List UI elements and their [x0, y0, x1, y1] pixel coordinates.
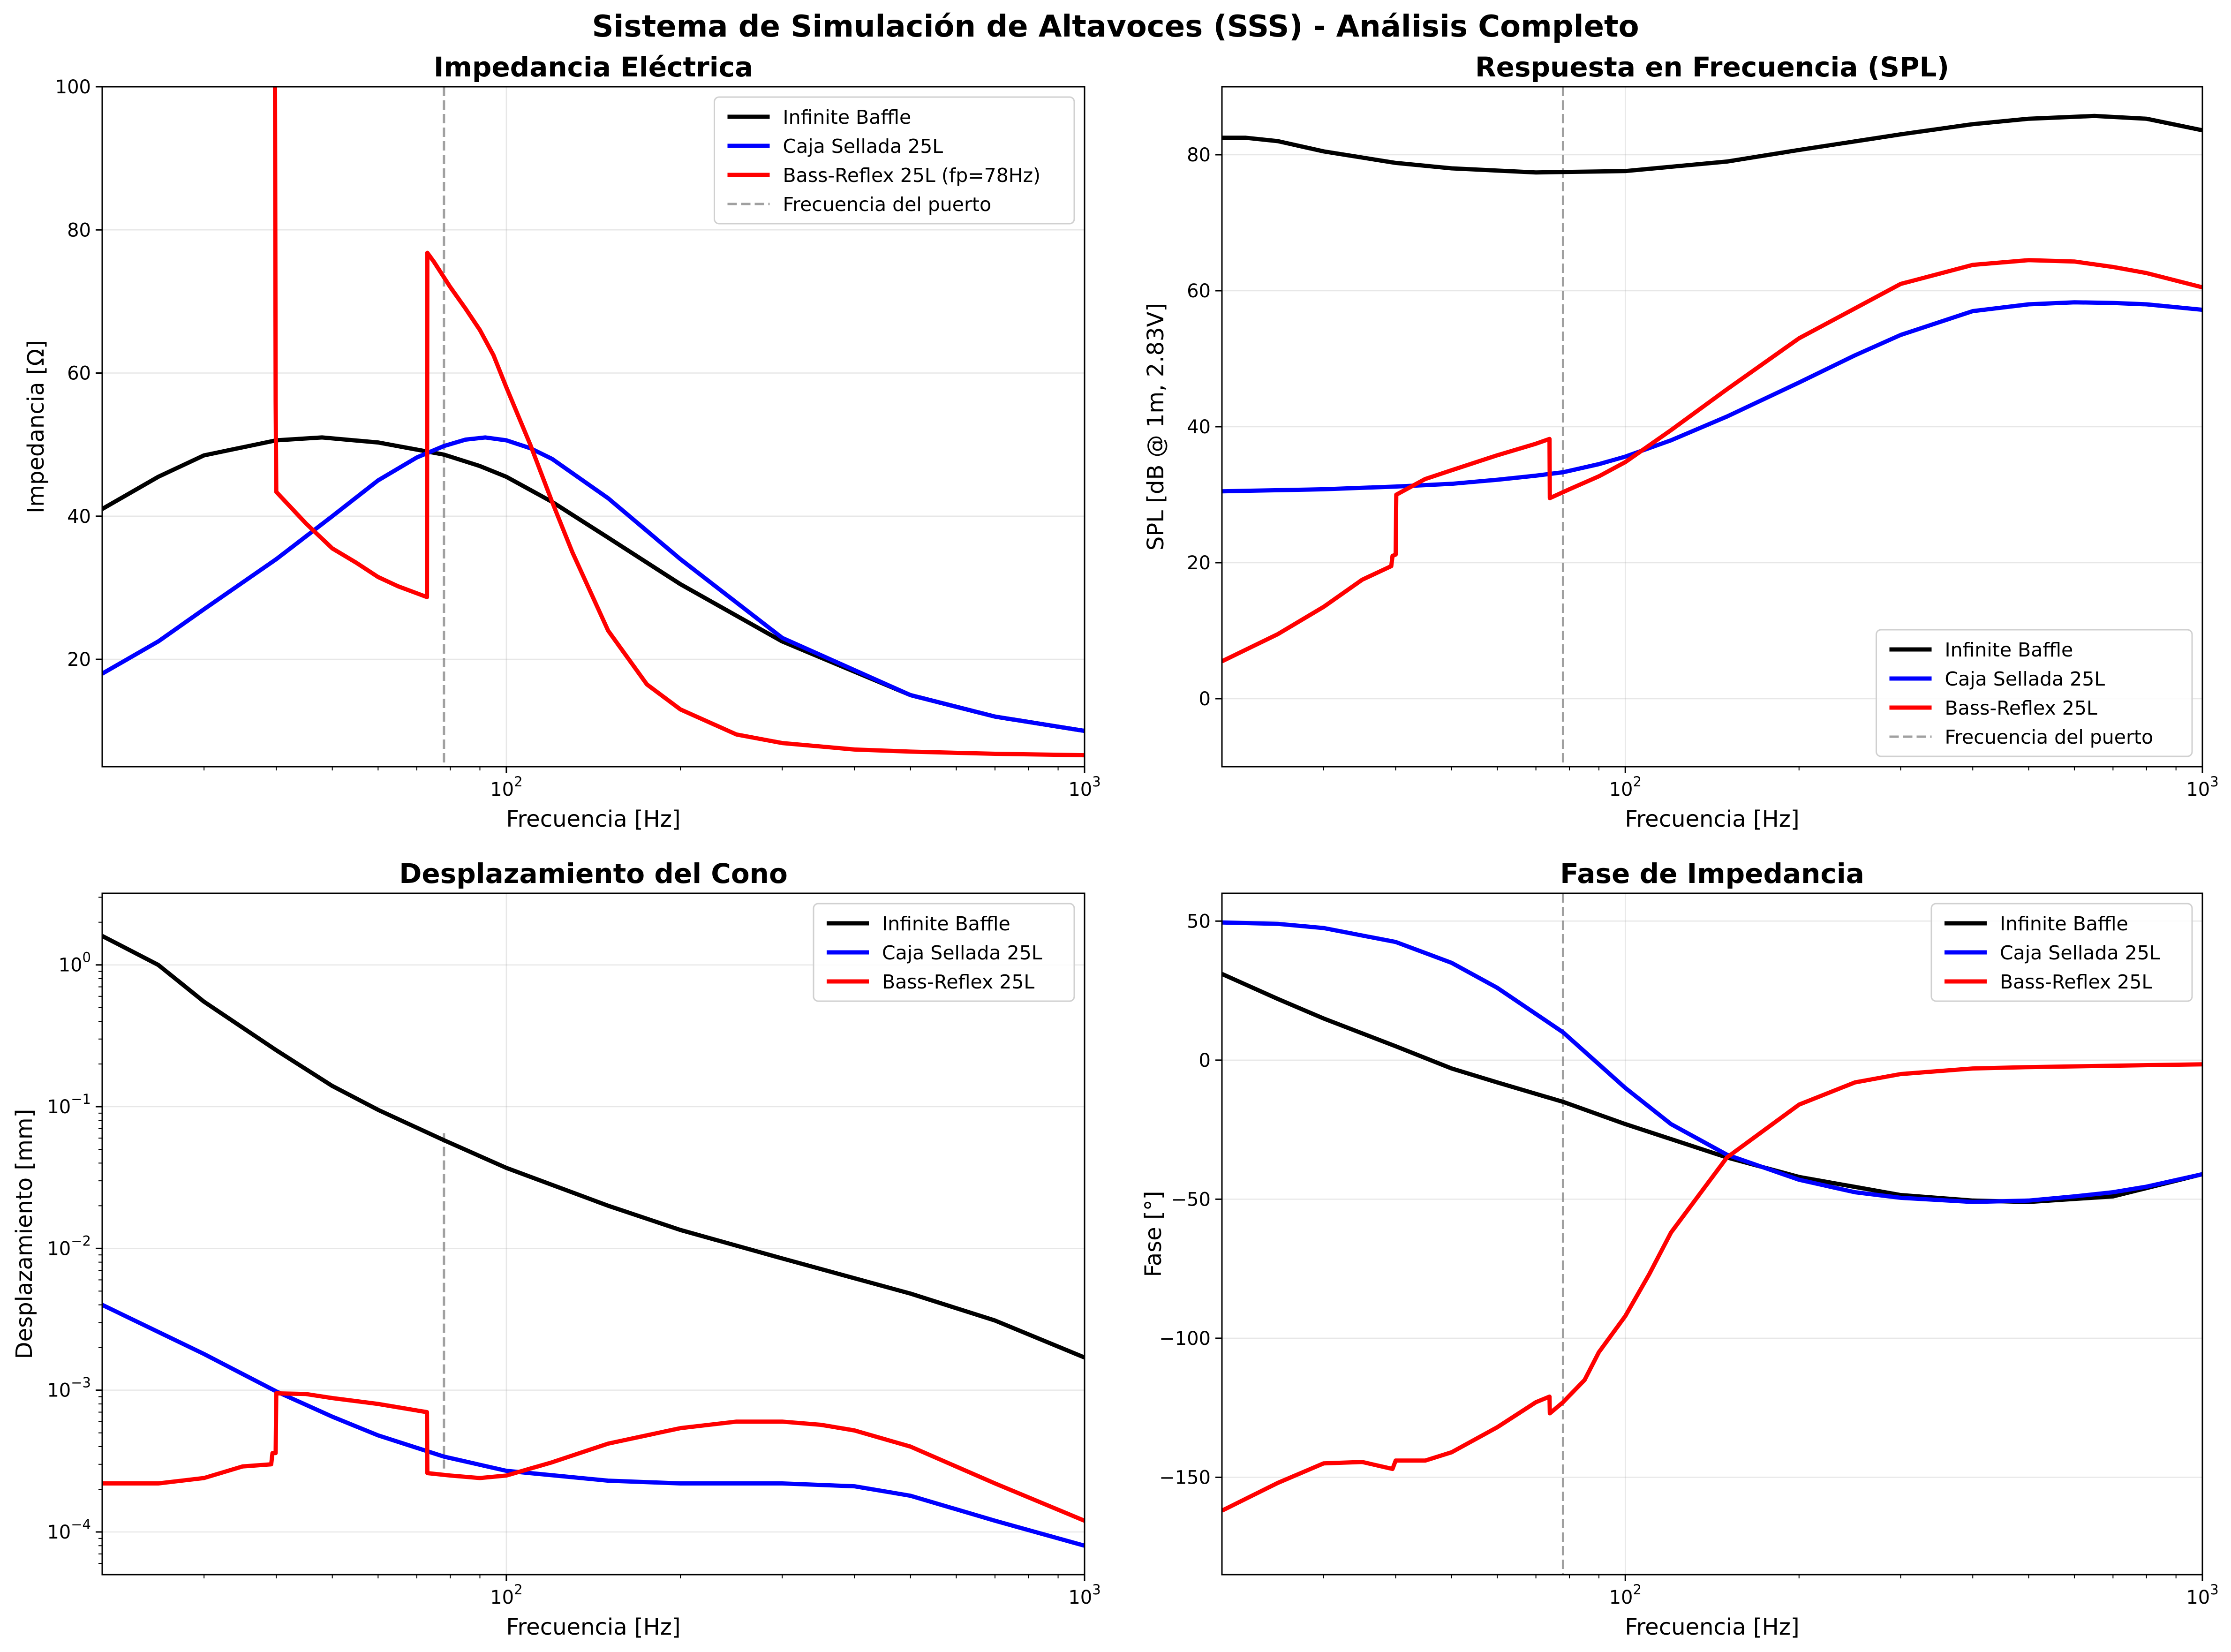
x-tick-label: 103: [1068, 1582, 1100, 1608]
chart-title: Respuesta en Frecuencia (SPL): [1475, 51, 1949, 83]
y-tick-label: 40: [67, 506, 91, 528]
legend-box: [813, 903, 1075, 1002]
y-tick-label: 50: [1187, 911, 1211, 932]
x-axis-label: Frecuencia [Hz]: [506, 1614, 680, 1640]
legend-label: Bass-Reflex 25L: [2000, 971, 2152, 993]
y-tick-label: 0: [1199, 688, 1211, 710]
legend-label: Caja Sellada 25L: [2000, 942, 2160, 964]
y-tick-label: 20: [67, 649, 91, 671]
legend-label: Caja Sellada 25L: [1945, 668, 2105, 690]
y-tick-label: 100: [59, 950, 91, 976]
y-tick-label: 60: [1187, 280, 1211, 302]
y-tick-label: −50: [1171, 1189, 1211, 1210]
x-tick-label: 102: [490, 774, 522, 800]
x-axis-label: Frecuencia [Hz]: [1625, 1614, 1799, 1640]
y-tick-label: 10−1: [47, 1091, 91, 1118]
legend-box: [1930, 903, 2193, 1002]
y-tick-label: 0: [1199, 1050, 1211, 1071]
legend-label: Caja Sellada 25L: [882, 942, 1042, 964]
y-axis-label: Impedancia [Ω]: [23, 340, 49, 513]
plot-area-displacement: [102, 934, 1085, 1548]
legend-label: Infinite Baffle: [2000, 913, 2128, 935]
y-tick-label: 20: [1187, 552, 1211, 574]
chart-title: Desplazamiento del Cono: [399, 858, 788, 890]
x-tick-label: 102: [1609, 774, 1642, 800]
y-axis-label: SPL [dB @ 1m, 2.83V]: [1143, 303, 1169, 551]
y-tick-label: −100: [1159, 1328, 1211, 1350]
y-tick-label: −150: [1159, 1467, 1211, 1488]
x-tick-label: 102: [490, 1582, 522, 1608]
legend-label: Infinite Baffle: [1945, 639, 2073, 661]
figure-title: Sistema de Simulación de Altavoces (SSS)…: [592, 9, 1639, 44]
legend-label: Bass-Reflex 25L: [1945, 697, 2097, 719]
series-line-1: [102, 1303, 1085, 1548]
y-tick-label: 60: [67, 363, 91, 385]
legend-label: Frecuencia del puerto: [1945, 726, 2154, 748]
x-tick-label: 102: [1609, 1582, 1642, 1608]
x-axis-label: Frecuencia [Hz]: [506, 806, 680, 832]
legend-label: Caja Sellada 25L: [783, 135, 943, 158]
legend-spl: Infinite Baffle Caja Sellada 25L Bass-Refl…: [1876, 629, 2193, 757]
series-line-0: [102, 435, 1085, 733]
plot-area-impedance: [102, 87, 1085, 767]
series-line-1: [1222, 920, 2202, 1204]
x-axis-label: Frecuencia [Hz]: [1625, 806, 1799, 832]
series-line-0: [102, 934, 1085, 1360]
axes-frame: [1221, 892, 2203, 1576]
y-axis-label: Fase [°]: [1140, 1191, 1167, 1277]
series-line-0: [1222, 113, 2202, 175]
x-tick-label: 103: [2186, 1582, 2218, 1608]
y-tick-label: 10−4: [47, 1516, 91, 1543]
series-line-2: [102, 1391, 1085, 1523]
axes-frame: [101, 892, 1085, 1576]
x-tick-label: 103: [1068, 774, 1100, 800]
series-line-2: [1222, 258, 2202, 664]
y-tick-label: 80: [67, 219, 91, 241]
y-tick-label: 100: [55, 76, 91, 98]
series-line-2: [1222, 1062, 2202, 1513]
chart-displacement: 10−4 10−3 10−2 10−1 100 102 103 Desplazamiento …: [11, 858, 1101, 1640]
series-line-1: [102, 435, 1085, 733]
axes-frame: [1221, 86, 2203, 768]
chart-title: Fase de Impedancia: [1560, 858, 1864, 890]
y-tick-label: 10−3: [47, 1375, 91, 1402]
series-line-0: [1222, 972, 2202, 1204]
legend-box: [714, 96, 1075, 225]
chart-title: Impedancia Eléctrica: [434, 51, 753, 83]
y-tick-label: 80: [1187, 144, 1211, 166]
legend-phase: Infinite Baffle Caja Sellada 25L Bass-Refl…: [1930, 903, 2193, 1002]
legend-label: Bass-Reflex 25L: [882, 971, 1034, 993]
chart-phase: −150 −100 −50 0 50 102 103 Fase de Impedancia Fr…: [1140, 858, 2219, 1640]
series-line-2: [273, 87, 1085, 758]
y-tick-label: 40: [1187, 416, 1211, 438]
legend-label: Bass-Reflex 25L (fp=78Hz): [783, 164, 1041, 187]
legend-label: Frecuencia del puerto: [783, 193, 992, 216]
legend-label: Infinite Baffle: [783, 106, 912, 128]
y-axis-label: Desplazamiento [mm]: [11, 1109, 38, 1359]
legend-impedance: Infinite Baffle Caja Sellada 25L Bass-Refl…: [714, 96, 1075, 225]
axes-frame: [101, 86, 1085, 768]
chart-impedance: 20 40 60 80 100 102 103 Impedancia Eléctrica Fre…: [23, 51, 1101, 832]
series-line-1: [1222, 300, 2202, 494]
legend-displacement: Infinite Baffle Caja Sellada 25L Bass-Refl…: [813, 903, 1075, 1002]
x-tick-label: 103: [2186, 774, 2218, 800]
chart-spl: 0 20 40 60 80 102 103 Respuesta en Frecuencia (…: [1143, 51, 2219, 832]
legend-label: Infinite Baffle: [882, 913, 1010, 935]
plot-area-phase: [1222, 893, 2202, 1575]
y-tick-label: 10−2: [47, 1233, 91, 1260]
legend-box: [1876, 629, 2193, 757]
plot-area-spl: [1222, 87, 2202, 767]
